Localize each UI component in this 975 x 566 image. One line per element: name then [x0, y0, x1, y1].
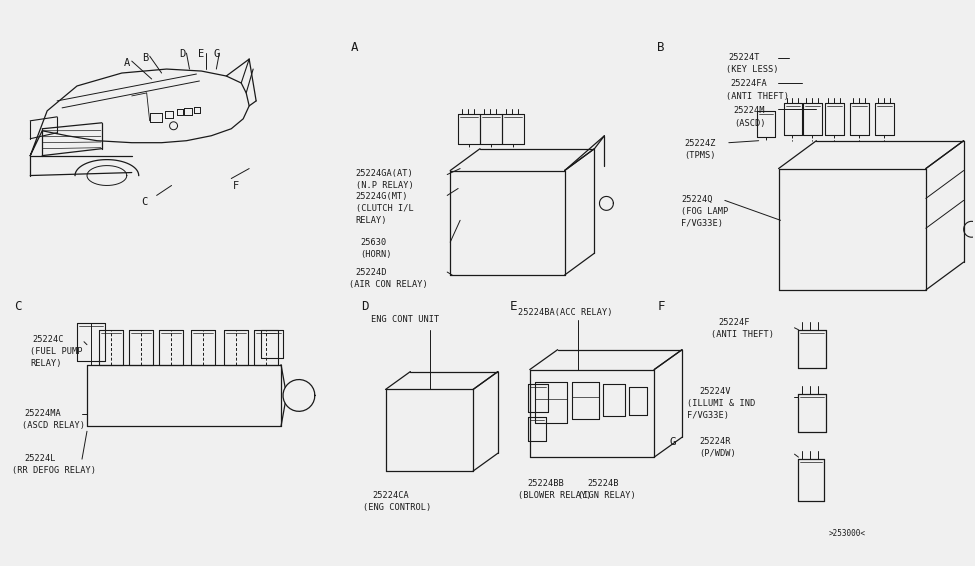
- Text: ENG CONT UNIT: ENG CONT UNIT: [370, 315, 439, 324]
- Text: (ENG CONTROL): (ENG CONTROL): [363, 503, 431, 512]
- Text: 25224G(MT): 25224G(MT): [356, 192, 409, 201]
- Text: (HORN): (HORN): [361, 250, 392, 259]
- Text: 25630: 25630: [361, 238, 387, 247]
- Text: 25224F: 25224F: [719, 318, 751, 327]
- Text: 25224M: 25224M: [734, 106, 765, 115]
- Text: 25224T: 25224T: [728, 53, 761, 62]
- Text: (ASCD RELAY): (ASCD RELAY): [22, 421, 85, 430]
- Text: F: F: [657, 300, 665, 313]
- Text: (KEY LESS): (KEY LESS): [725, 65, 778, 74]
- Text: (ILLUMI & IND: (ILLUMI & IND: [687, 400, 756, 409]
- Text: (TPMS): (TPMS): [684, 151, 716, 160]
- Text: G: G: [214, 49, 219, 59]
- Text: 25224R: 25224R: [699, 438, 730, 446]
- Text: F/VG33E): F/VG33E): [687, 411, 729, 421]
- Text: F: F: [233, 181, 240, 191]
- Text: (N.P RELAY): (N.P RELAY): [356, 181, 413, 190]
- Text: 25224GA(AT): 25224GA(AT): [356, 169, 413, 178]
- Text: 25224B: 25224B: [588, 479, 619, 488]
- Text: (ANTI THEFT): (ANTI THEFT): [711, 330, 774, 339]
- Text: 25224Z: 25224Z: [684, 139, 716, 148]
- Text: 25224Q: 25224Q: [682, 195, 713, 204]
- Text: G: G: [669, 438, 676, 447]
- Text: (ASCD): (ASCD): [734, 119, 765, 128]
- Text: (IGN RELAY): (IGN RELAY): [577, 491, 636, 500]
- Text: C: C: [141, 198, 148, 207]
- Text: C: C: [15, 300, 21, 313]
- Text: RELAY): RELAY): [356, 216, 387, 225]
- Text: 25224V: 25224V: [699, 388, 730, 397]
- Text: (ANTI THEFT): (ANTI THEFT): [725, 92, 789, 101]
- Text: E: E: [510, 300, 518, 313]
- Text: B: B: [657, 41, 665, 54]
- Text: 25224BA(ACC RELAY): 25224BA(ACC RELAY): [518, 308, 612, 317]
- Text: D: D: [361, 300, 369, 313]
- Text: A: A: [124, 58, 130, 68]
- Text: 25224C: 25224C: [32, 335, 63, 344]
- Text: D: D: [179, 49, 186, 59]
- Text: 25224FA: 25224FA: [731, 79, 767, 88]
- Text: (AIR CON RELAY): (AIR CON RELAY): [349, 280, 427, 289]
- Text: 25224D: 25224D: [356, 268, 387, 277]
- Text: A: A: [351, 41, 358, 54]
- Text: (P/WDW): (P/WDW): [699, 449, 736, 458]
- Text: (CLUTCH I/L: (CLUTCH I/L: [356, 204, 413, 213]
- Text: E: E: [199, 49, 205, 59]
- Text: (FUEL PUMP: (FUEL PUMP: [30, 347, 83, 355]
- Text: 25224MA: 25224MA: [24, 409, 61, 418]
- Text: >253000<: >253000<: [829, 529, 866, 538]
- Text: RELAY): RELAY): [30, 359, 61, 368]
- Text: (FOG LAMP: (FOG LAMP: [682, 207, 728, 216]
- Text: (BLOWER RELAY): (BLOWER RELAY): [518, 491, 592, 500]
- Text: F/VG33E): F/VG33E): [682, 219, 723, 228]
- Text: 25224CA: 25224CA: [372, 491, 409, 500]
- Text: (RR DEFOG RELAY): (RR DEFOG RELAY): [13, 466, 97, 475]
- Text: 25224BB: 25224BB: [527, 479, 565, 488]
- Text: 25224L: 25224L: [24, 454, 56, 463]
- Text: B: B: [141, 53, 148, 63]
